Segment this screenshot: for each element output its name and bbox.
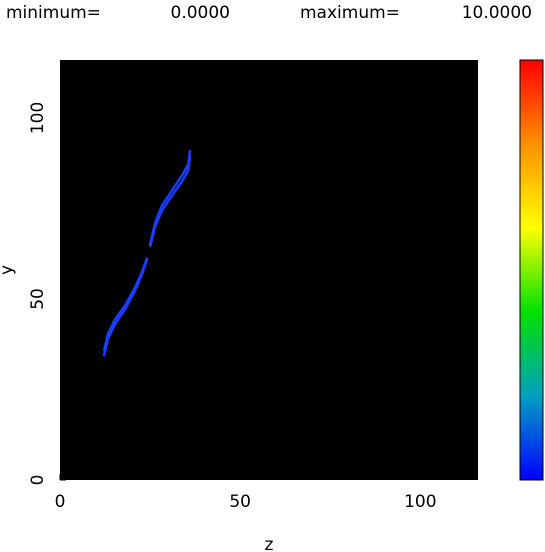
y-tick-label: 50	[28, 288, 48, 310]
y-tick-label: 100	[28, 102, 48, 134]
plot-area	[60, 60, 478, 480]
min-value: 0.0000	[171, 3, 230, 23]
x-tick-label: 100	[404, 492, 436, 512]
x-axis-label: z	[265, 535, 274, 552]
y-axis-label: y	[0, 265, 17, 275]
max-label: maximum=	[300, 3, 400, 23]
colorbar	[519, 59, 544, 481]
min-label: minimum=	[6, 3, 101, 23]
max-value: 10.0000	[462, 3, 532, 23]
x-tick-label: 0	[55, 492, 66, 512]
x-tick-label: 50	[229, 492, 251, 512]
curve	[102, 149, 192, 352]
y-tick-label: 0	[28, 475, 48, 486]
